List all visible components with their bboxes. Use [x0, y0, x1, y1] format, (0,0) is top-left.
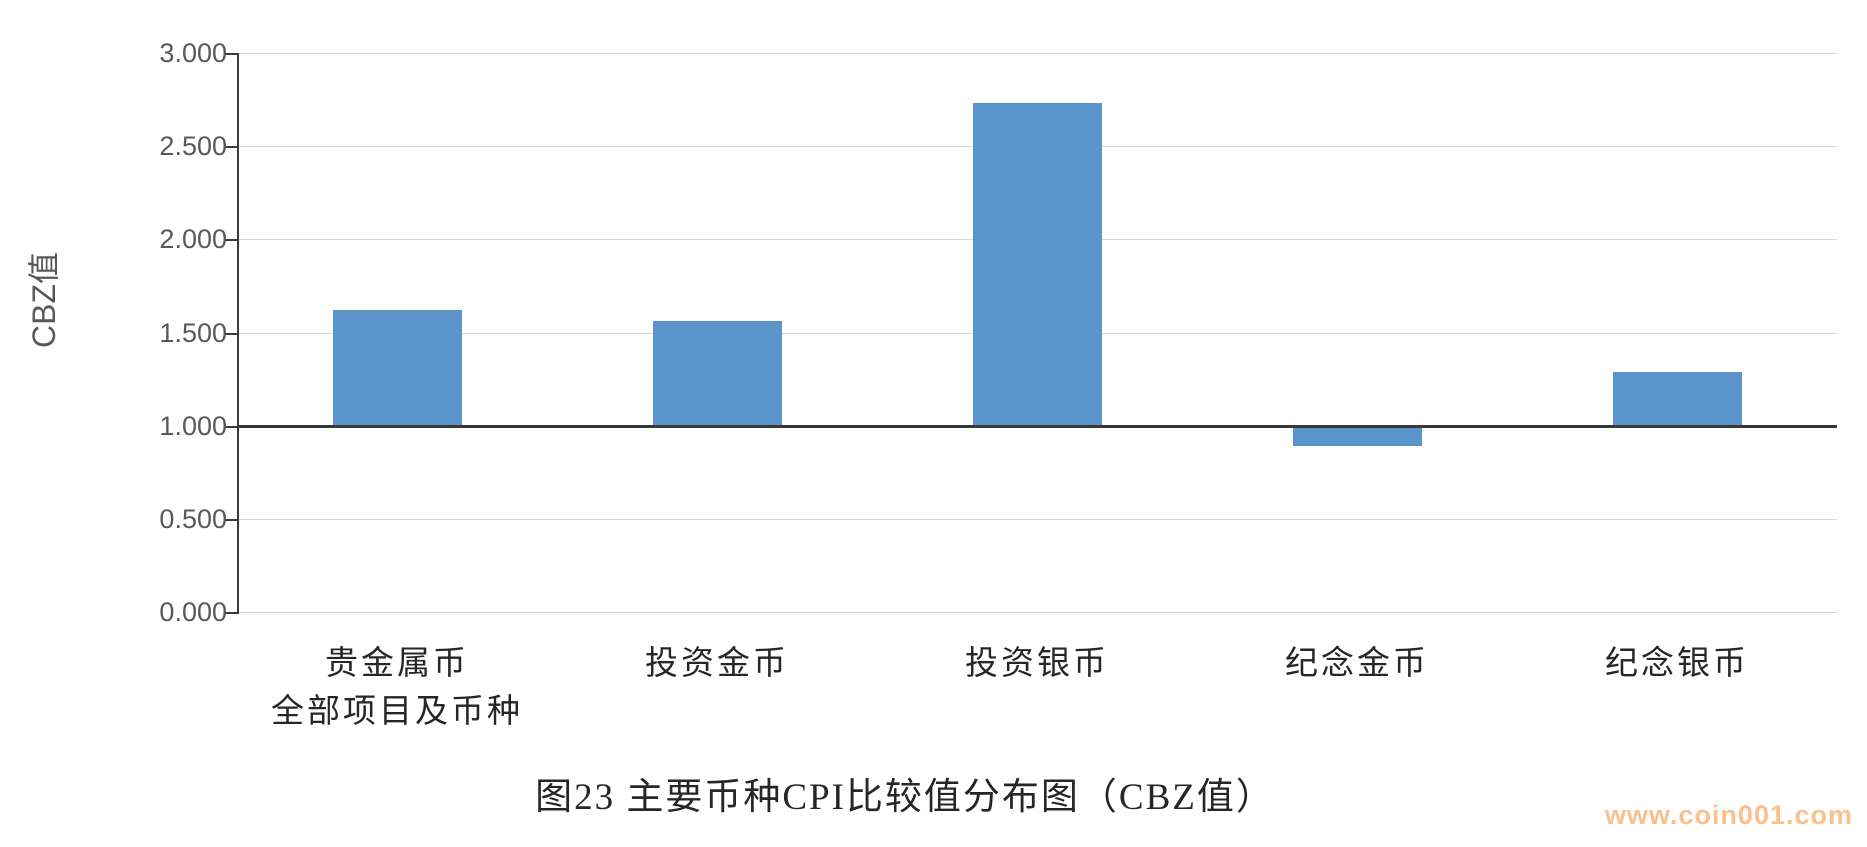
bar-4 [1293, 426, 1422, 446]
gridline [237, 53, 1837, 54]
category-label: 贵金属币 全部项目及币种 [271, 646, 523, 730]
y-tick-mark [225, 426, 237, 428]
gridline [237, 519, 1837, 520]
gridline [237, 612, 1837, 613]
y-axis-line [237, 53, 239, 614]
chart-caption: 图23 主要币种CPI比较值分布图（CBZ值） [535, 777, 1275, 818]
y-tick-label: 0.500 [159, 504, 227, 534]
y-tick-label: 0.000 [159, 597, 227, 627]
y-tick-mark [225, 612, 237, 614]
y-tick-label: 3.000 [159, 38, 227, 68]
bar-3 [973, 103, 1102, 425]
category-label: 纪念金币 [1285, 646, 1429, 682]
y-tick-label: 1.000 [159, 411, 227, 441]
y-tick-label: 2.000 [159, 224, 227, 254]
category-label: 投资银币 [965, 646, 1109, 682]
y-tick-mark [225, 519, 237, 521]
y-axis-title: CBZ值 [26, 251, 62, 349]
y-tick-label: 1.500 [159, 318, 227, 348]
y-tick-mark [225, 239, 237, 241]
bar-5 [1613, 372, 1742, 426]
bar-2 [653, 321, 782, 425]
category-label: 纪念银币 [1605, 646, 1749, 682]
category-axis-line [237, 425, 1837, 428]
y-tick-mark [225, 146, 237, 148]
y-tick-label: 2.500 [159, 131, 227, 161]
category-label: 投资金币 [645, 646, 789, 682]
watermark-text: www.coin001.com [1604, 800, 1853, 830]
y-tick-mark [225, 53, 237, 55]
bar-1 [333, 310, 462, 426]
y-tick-mark [225, 333, 237, 335]
